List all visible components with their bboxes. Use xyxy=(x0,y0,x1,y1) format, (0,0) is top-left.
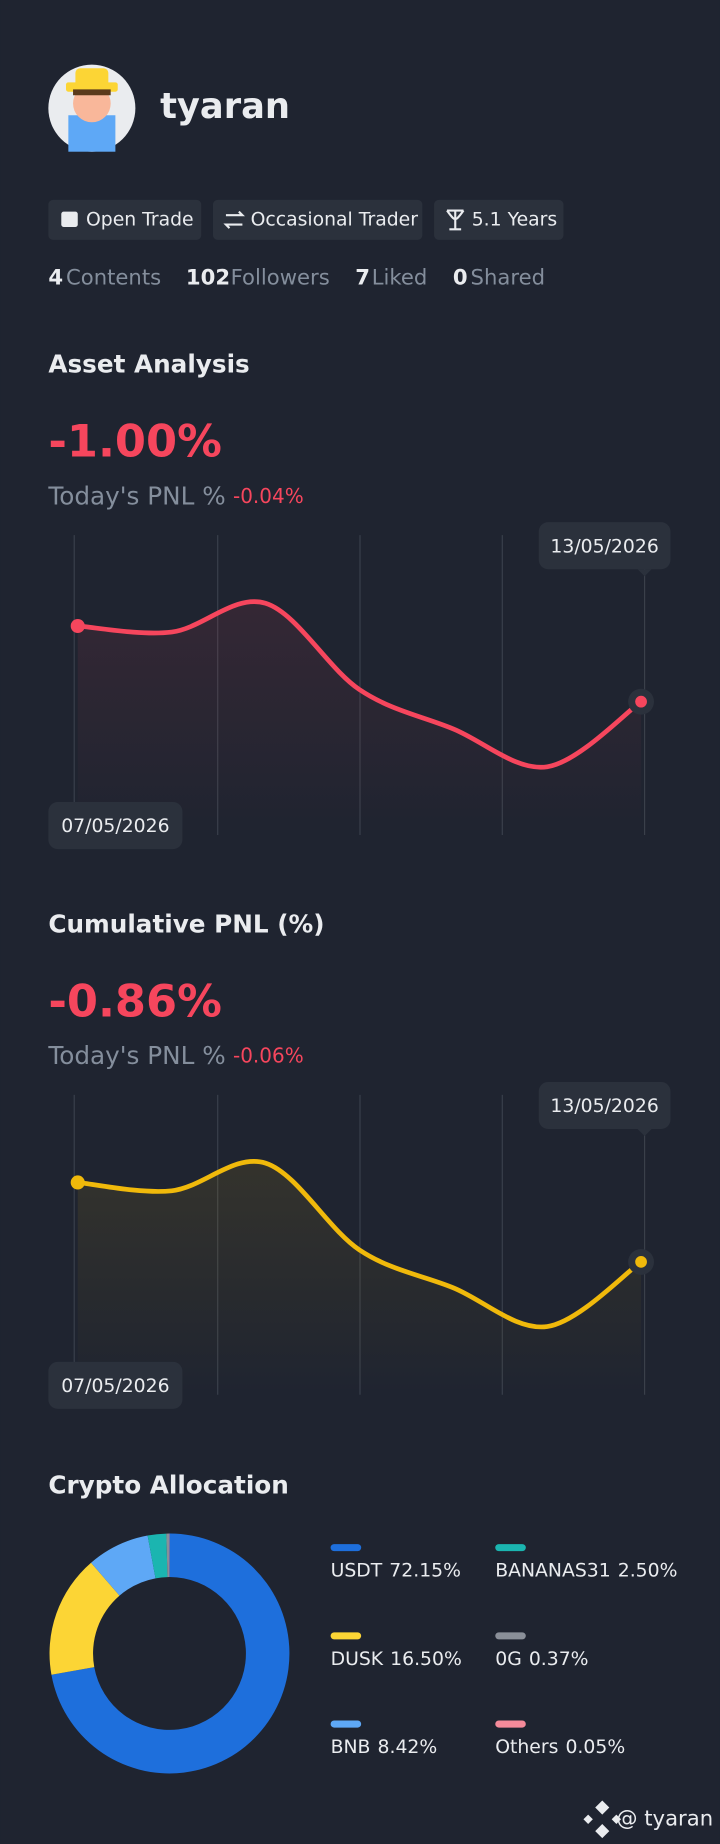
legend-name: 0G xyxy=(495,1649,522,1670)
headline-value: -0.86% xyxy=(48,975,222,1027)
legend-name: DUSK xyxy=(331,1649,384,1670)
footer-logo xyxy=(583,1800,622,1839)
line xyxy=(77,599,643,770)
date-tooltip-bg xyxy=(538,522,671,570)
legend-value: 8.42% xyxy=(378,1737,438,1758)
stat-label: Contents xyxy=(66,265,161,290)
legend-name: Others xyxy=(495,1737,558,1758)
donut-segment xyxy=(147,1533,168,1579)
badge-bg xyxy=(212,199,423,240)
footer-handle: @ tyaran xyxy=(616,1805,713,1830)
start-point xyxy=(70,1175,85,1190)
stat-label: Liked xyxy=(372,265,428,290)
donut-segment xyxy=(91,1535,156,1596)
stat-count: 4 xyxy=(48,265,63,290)
chart-title: Asset Analysis xyxy=(48,350,249,379)
start-date: 07/05/2026 xyxy=(61,1376,169,1397)
donut-segment xyxy=(49,1562,120,1675)
badge-bg xyxy=(434,199,564,240)
footer: @ tyaran xyxy=(583,1800,713,1839)
badge-icon xyxy=(223,210,245,229)
pnl-label: Today's PNL % xyxy=(47,481,225,510)
badge-bg xyxy=(48,199,202,240)
start-date-bg xyxy=(48,802,183,850)
badge-icon xyxy=(446,209,465,231)
date-tooltip-pointer xyxy=(637,1128,652,1137)
pnl-change: -0.06% xyxy=(233,1044,304,1068)
end-point xyxy=(635,695,647,708)
chart-title: Crypto Allocation xyxy=(48,1470,289,1499)
legend-swatch xyxy=(330,1544,362,1552)
stat-count: 102 xyxy=(186,265,230,290)
legend-name: USDT xyxy=(331,1561,383,1582)
stat-label: Shared xyxy=(471,265,545,290)
legend-value: 72.15% xyxy=(389,1561,461,1582)
legend-swatch xyxy=(495,1632,526,1640)
badge: Open Trade xyxy=(86,209,194,230)
chart-title: Cumulative PNL (%) xyxy=(48,910,324,939)
legend-swatch xyxy=(330,1720,362,1728)
badge: 5.1 Years xyxy=(472,209,557,230)
end-date: 13/05/2026 xyxy=(550,536,658,557)
start-date-bg xyxy=(48,1361,183,1409)
date-tooltip-bg xyxy=(538,1081,671,1129)
end-point xyxy=(635,1256,647,1268)
stat-label: Followers xyxy=(231,265,330,290)
end-date: 13/05/2026 xyxy=(550,1096,658,1117)
legend-name: BNB xyxy=(331,1737,371,1758)
legend-swatch xyxy=(330,1632,362,1640)
donut-segment xyxy=(166,1533,170,1578)
start-date: 07/05/2026 xyxy=(61,816,169,837)
legend-value: 2.50% xyxy=(618,1561,678,1582)
legend-value: 0.37% xyxy=(529,1649,589,1670)
start-point xyxy=(70,618,85,634)
legend-value: 16.50% xyxy=(390,1649,462,1670)
headline-value: -1.00% xyxy=(48,416,222,468)
avatar xyxy=(48,64,136,152)
badges: Open Trade Occasional Trader 5.1 Years xyxy=(48,199,564,240)
area xyxy=(77,601,642,835)
legend-name: BANANAS31 xyxy=(495,1561,610,1582)
user-name: tyaran xyxy=(160,86,290,127)
stats: 4 Contents 102 Followers 7 Liked 0 Share… xyxy=(48,265,545,290)
legend-swatch xyxy=(495,1720,526,1728)
legend-value: 0.05% xyxy=(565,1737,625,1758)
badge-icon xyxy=(61,211,78,227)
badge: Occasional Trader xyxy=(251,209,419,230)
legend-swatch xyxy=(495,1544,526,1552)
date-tooltip-pointer xyxy=(637,569,652,577)
line xyxy=(77,1159,643,1330)
pnl-label: Today's PNL % xyxy=(47,1041,225,1070)
donut-segment xyxy=(51,1533,290,1774)
stat-count: 7 xyxy=(355,265,370,290)
area xyxy=(77,1161,642,1395)
stat-count: 0 xyxy=(453,265,468,290)
pnl-change: -0.04% xyxy=(233,484,304,508)
